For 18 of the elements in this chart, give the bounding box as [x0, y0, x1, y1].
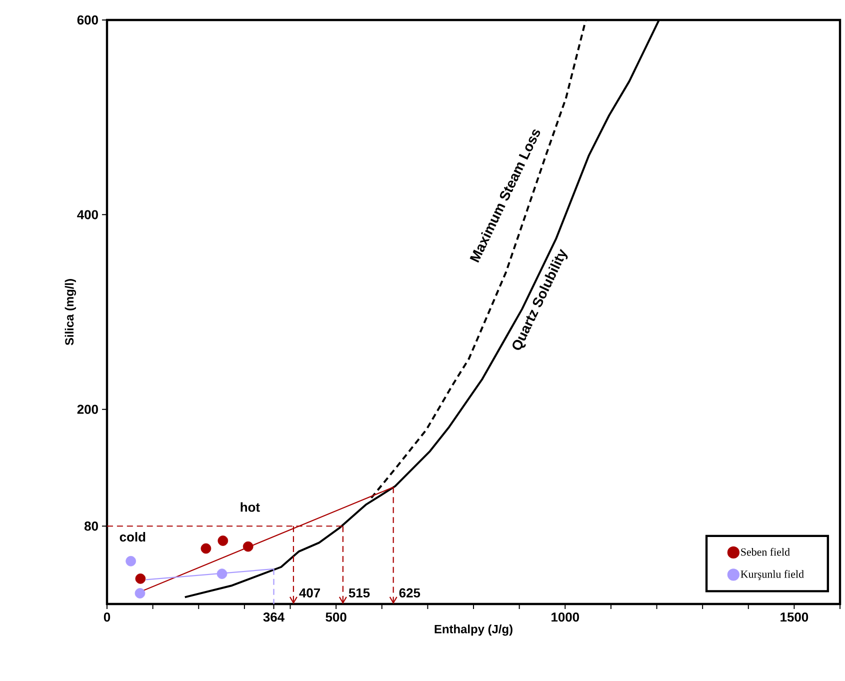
annotation: 407: [299, 588, 320, 598]
x-tick-label: 1500: [780, 612, 808, 622]
x-tick-label: 0: [104, 612, 110, 622]
y-tick-label: 600: [77, 15, 98, 25]
x-tick-label: 500: [326, 612, 346, 622]
annotation: cold: [120, 532, 146, 542]
y-tick-label: 400: [77, 210, 98, 220]
x-axis-title: Enthalpy (J/g): [434, 624, 512, 636]
legend-label: Kurşunlu field: [740, 570, 804, 580]
y-tick-label: 200: [77, 404, 98, 414]
x-tick-label: 1000: [552, 612, 580, 622]
legend-label: Seben field: [741, 548, 790, 556]
y-tick-label: 80: [84, 522, 98, 531]
annotation: 515: [348, 588, 370, 598]
x-tick-label: 364: [263, 612, 285, 622]
annotation: hot: [240, 502, 260, 512]
annotation: 625: [399, 588, 420, 598]
y-axis-title: Silica (mg/l): [64, 279, 76, 346]
